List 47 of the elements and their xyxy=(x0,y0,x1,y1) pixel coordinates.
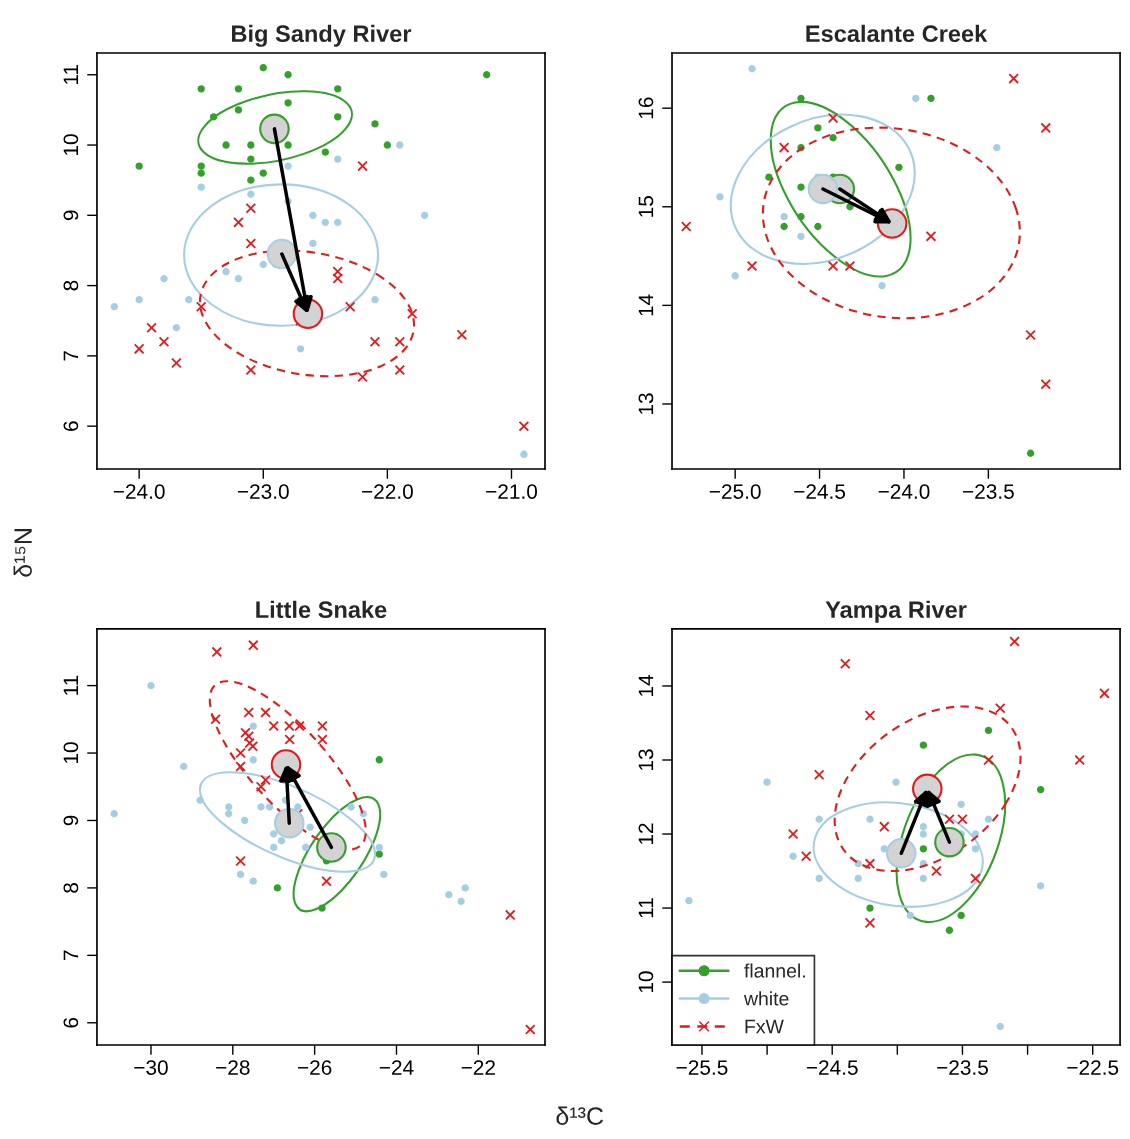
y-tick-label: 6 xyxy=(63,421,79,431)
x-tick-label: −24.0 xyxy=(878,484,930,499)
y-tick-label: 10 xyxy=(638,971,654,993)
y-tick-label: 11 xyxy=(63,675,79,695)
x-tick-label: −24.5 xyxy=(806,1060,858,1075)
legend-label: flannel. xyxy=(744,963,805,978)
x-tick-label: −26 xyxy=(297,1060,332,1075)
chart-title: Yampa River xyxy=(825,600,967,623)
y-axis-title: δ¹⁵N xyxy=(13,529,32,577)
x-tick-label: −28 xyxy=(216,1060,250,1075)
legend-label: white xyxy=(743,991,789,1006)
y-tick-label: 13 xyxy=(638,393,654,414)
chart-title: Escalante Creek xyxy=(806,24,988,43)
x-tick-label: −25.0 xyxy=(709,484,761,499)
y-tick-label: 8 xyxy=(63,280,79,291)
x-tick-label: −24.5 xyxy=(794,484,846,499)
x-tick-label: −22.5 xyxy=(1067,1060,1119,1075)
legend-label: FxW xyxy=(745,1019,784,1034)
y-tick-label: 11 xyxy=(638,898,654,918)
y-tick-label: 14 xyxy=(638,294,654,316)
y-tick-label: 16 xyxy=(638,97,654,119)
y-tick-label: 13 xyxy=(638,749,654,770)
x-tick-label: −25.5 xyxy=(676,1060,728,1075)
x-tick-label: −24 xyxy=(379,1060,414,1075)
y-tick-label: 10 xyxy=(63,742,79,764)
y-tick-label: 12 xyxy=(638,823,654,845)
x-tick-label: −21.0 xyxy=(486,484,538,499)
y-tick-label: 10 xyxy=(63,134,79,156)
y-tick-label: 14 xyxy=(638,674,654,696)
y-tick-label: 11 xyxy=(63,64,79,84)
x-tick-label: −22 xyxy=(461,1060,495,1075)
chart-title: Big Sandy River xyxy=(232,24,412,47)
y-tick-label: 8 xyxy=(63,883,79,893)
x-axis-title: δ¹³C xyxy=(556,1106,604,1125)
x-tick-label: −22.0 xyxy=(362,484,413,499)
y-tick-label: 7 xyxy=(63,351,79,361)
y-tick-label: 15 xyxy=(638,196,654,217)
y-tick-label: 7 xyxy=(63,950,79,961)
y-tick-label: 6 xyxy=(63,1017,79,1028)
x-tick-label: −30 xyxy=(134,1060,168,1075)
x-tick-label: −23.5 xyxy=(963,484,1014,499)
y-tick-label: 9 xyxy=(63,815,79,826)
y-tick-label: 9 xyxy=(63,210,79,221)
x-tick-label: −23.0 xyxy=(237,484,289,499)
x-tick-label: −23.5 xyxy=(937,1060,988,1075)
x-tick-label: −24.0 xyxy=(113,484,165,499)
chart-title: Little Snake xyxy=(256,600,387,619)
